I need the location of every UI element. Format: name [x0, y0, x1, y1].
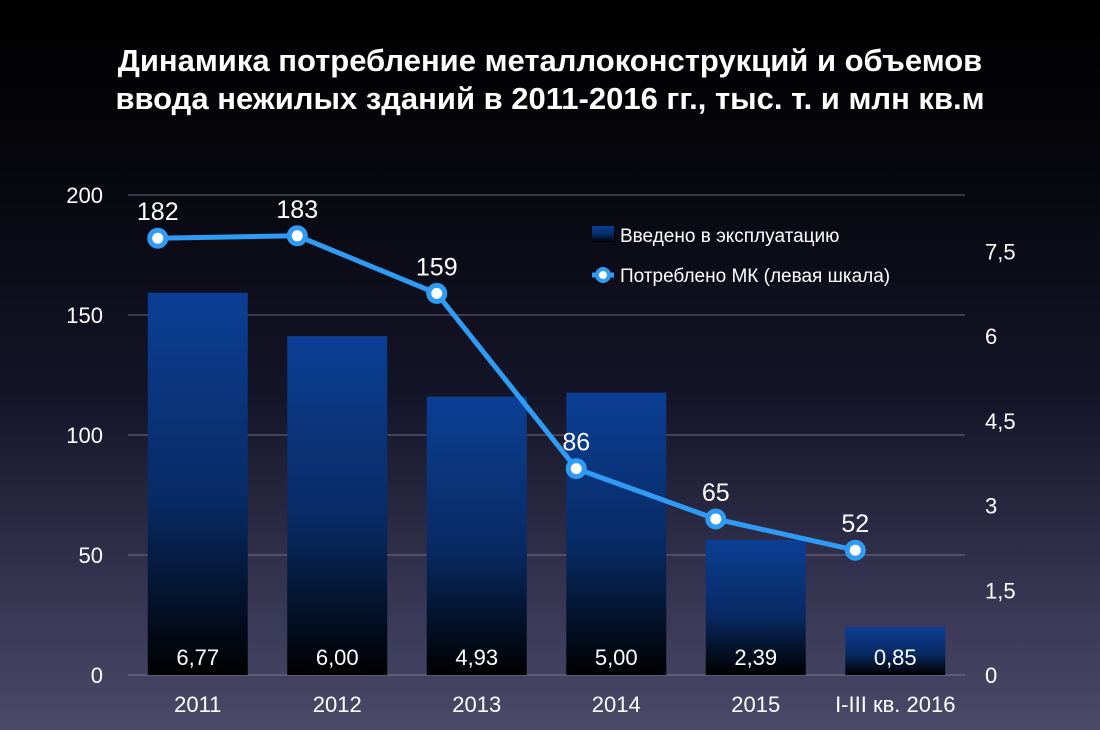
- legend: Введено в эксплуатацию Потреблено МК (лев…: [592, 226, 890, 287]
- bar: [426, 396, 527, 675]
- right-axis-tick-label: 4,5: [985, 409, 1016, 434]
- bar: [566, 392, 667, 675]
- left-axis-tick-label: 150: [66, 303, 103, 328]
- x-axis-tick-label: I-III кв. 2016: [835, 692, 955, 717]
- left-axis-tick-label: 0: [91, 663, 103, 688]
- left-axis-tick-label: 200: [66, 183, 103, 208]
- chart-title-line-1: Динамика потребление металлоконструкций …: [117, 43, 983, 78]
- left-axis-tick-label: 50: [79, 543, 103, 568]
- bar: [845, 627, 946, 675]
- right-axis-tick-label: 0: [985, 663, 997, 688]
- x-axis-tick-label: 2012: [313, 692, 362, 717]
- line-point: [426, 282, 448, 304]
- left-axis-tick-label: 100: [66, 423, 103, 448]
- x-axis: 2011 2012 2013 2014 2015 I-III кв. 2016: [174, 692, 955, 717]
- line-series: 182 183 159 86 65 52: [137, 196, 869, 561]
- bar-data-label: 4,93: [455, 645, 498, 670]
- legend-bar-swatch: [592, 226, 614, 242]
- line-point: [286, 225, 308, 247]
- line-data-label: 182: [137, 198, 179, 226]
- right-axis-tick-label: 3: [985, 494, 997, 519]
- bar: [147, 292, 248, 675]
- bar-data-label: 0,85: [874, 645, 917, 670]
- line-data-label: 65: [702, 479, 730, 507]
- chart-title-line-2: ввода нежилых зданий в 2011-2016 гг., ты…: [115, 81, 985, 116]
- bar-data-label: 6,00: [316, 645, 359, 670]
- legend-bar-label: Введено в эксплуатацию: [620, 226, 839, 247]
- x-axis-tick-label: 2014: [592, 692, 641, 717]
- bar: [705, 540, 806, 675]
- line-point: [147, 227, 169, 249]
- legend-line-marker: [595, 267, 611, 283]
- legend-line-label: Потреблено МК (левая шкала): [620, 266, 890, 287]
- bar-data-label: 2,39: [734, 645, 777, 670]
- x-axis-tick-label: 2013: [452, 692, 501, 717]
- line-data-label: 159: [416, 253, 458, 281]
- left-axis: 0 50 100 150 200: [66, 183, 103, 688]
- x-axis-tick-label: 2011: [174, 692, 221, 717]
- line-data-label: 86: [562, 429, 590, 457]
- right-axis-tick-label: 7,5: [985, 239, 1016, 264]
- line-point: [705, 508, 727, 530]
- line-point: [565, 458, 587, 480]
- right-axis: 0 1,5 3 4,5 6 7,5: [985, 239, 1016, 688]
- line-data-label: 52: [841, 510, 869, 538]
- bar-series: 6,77 6,00 4,93 5,00 2,39 0,85: [147, 292, 946, 675]
- bar-data-label: 5,00: [595, 645, 638, 670]
- line-path: [155, 233, 858, 553]
- line-data-label: 183: [276, 196, 318, 224]
- x-axis-tick-label: 2015: [731, 692, 780, 717]
- right-axis-tick-label: 6: [985, 324, 997, 349]
- bar-data-label: 6,77: [176, 645, 219, 670]
- line-point: [844, 539, 866, 561]
- right-axis-tick-label: 1,5: [985, 578, 1016, 603]
- chart-title: Динамика потребление металлоконструкций …: [0, 42, 1100, 118]
- bar: [287, 336, 388, 675]
